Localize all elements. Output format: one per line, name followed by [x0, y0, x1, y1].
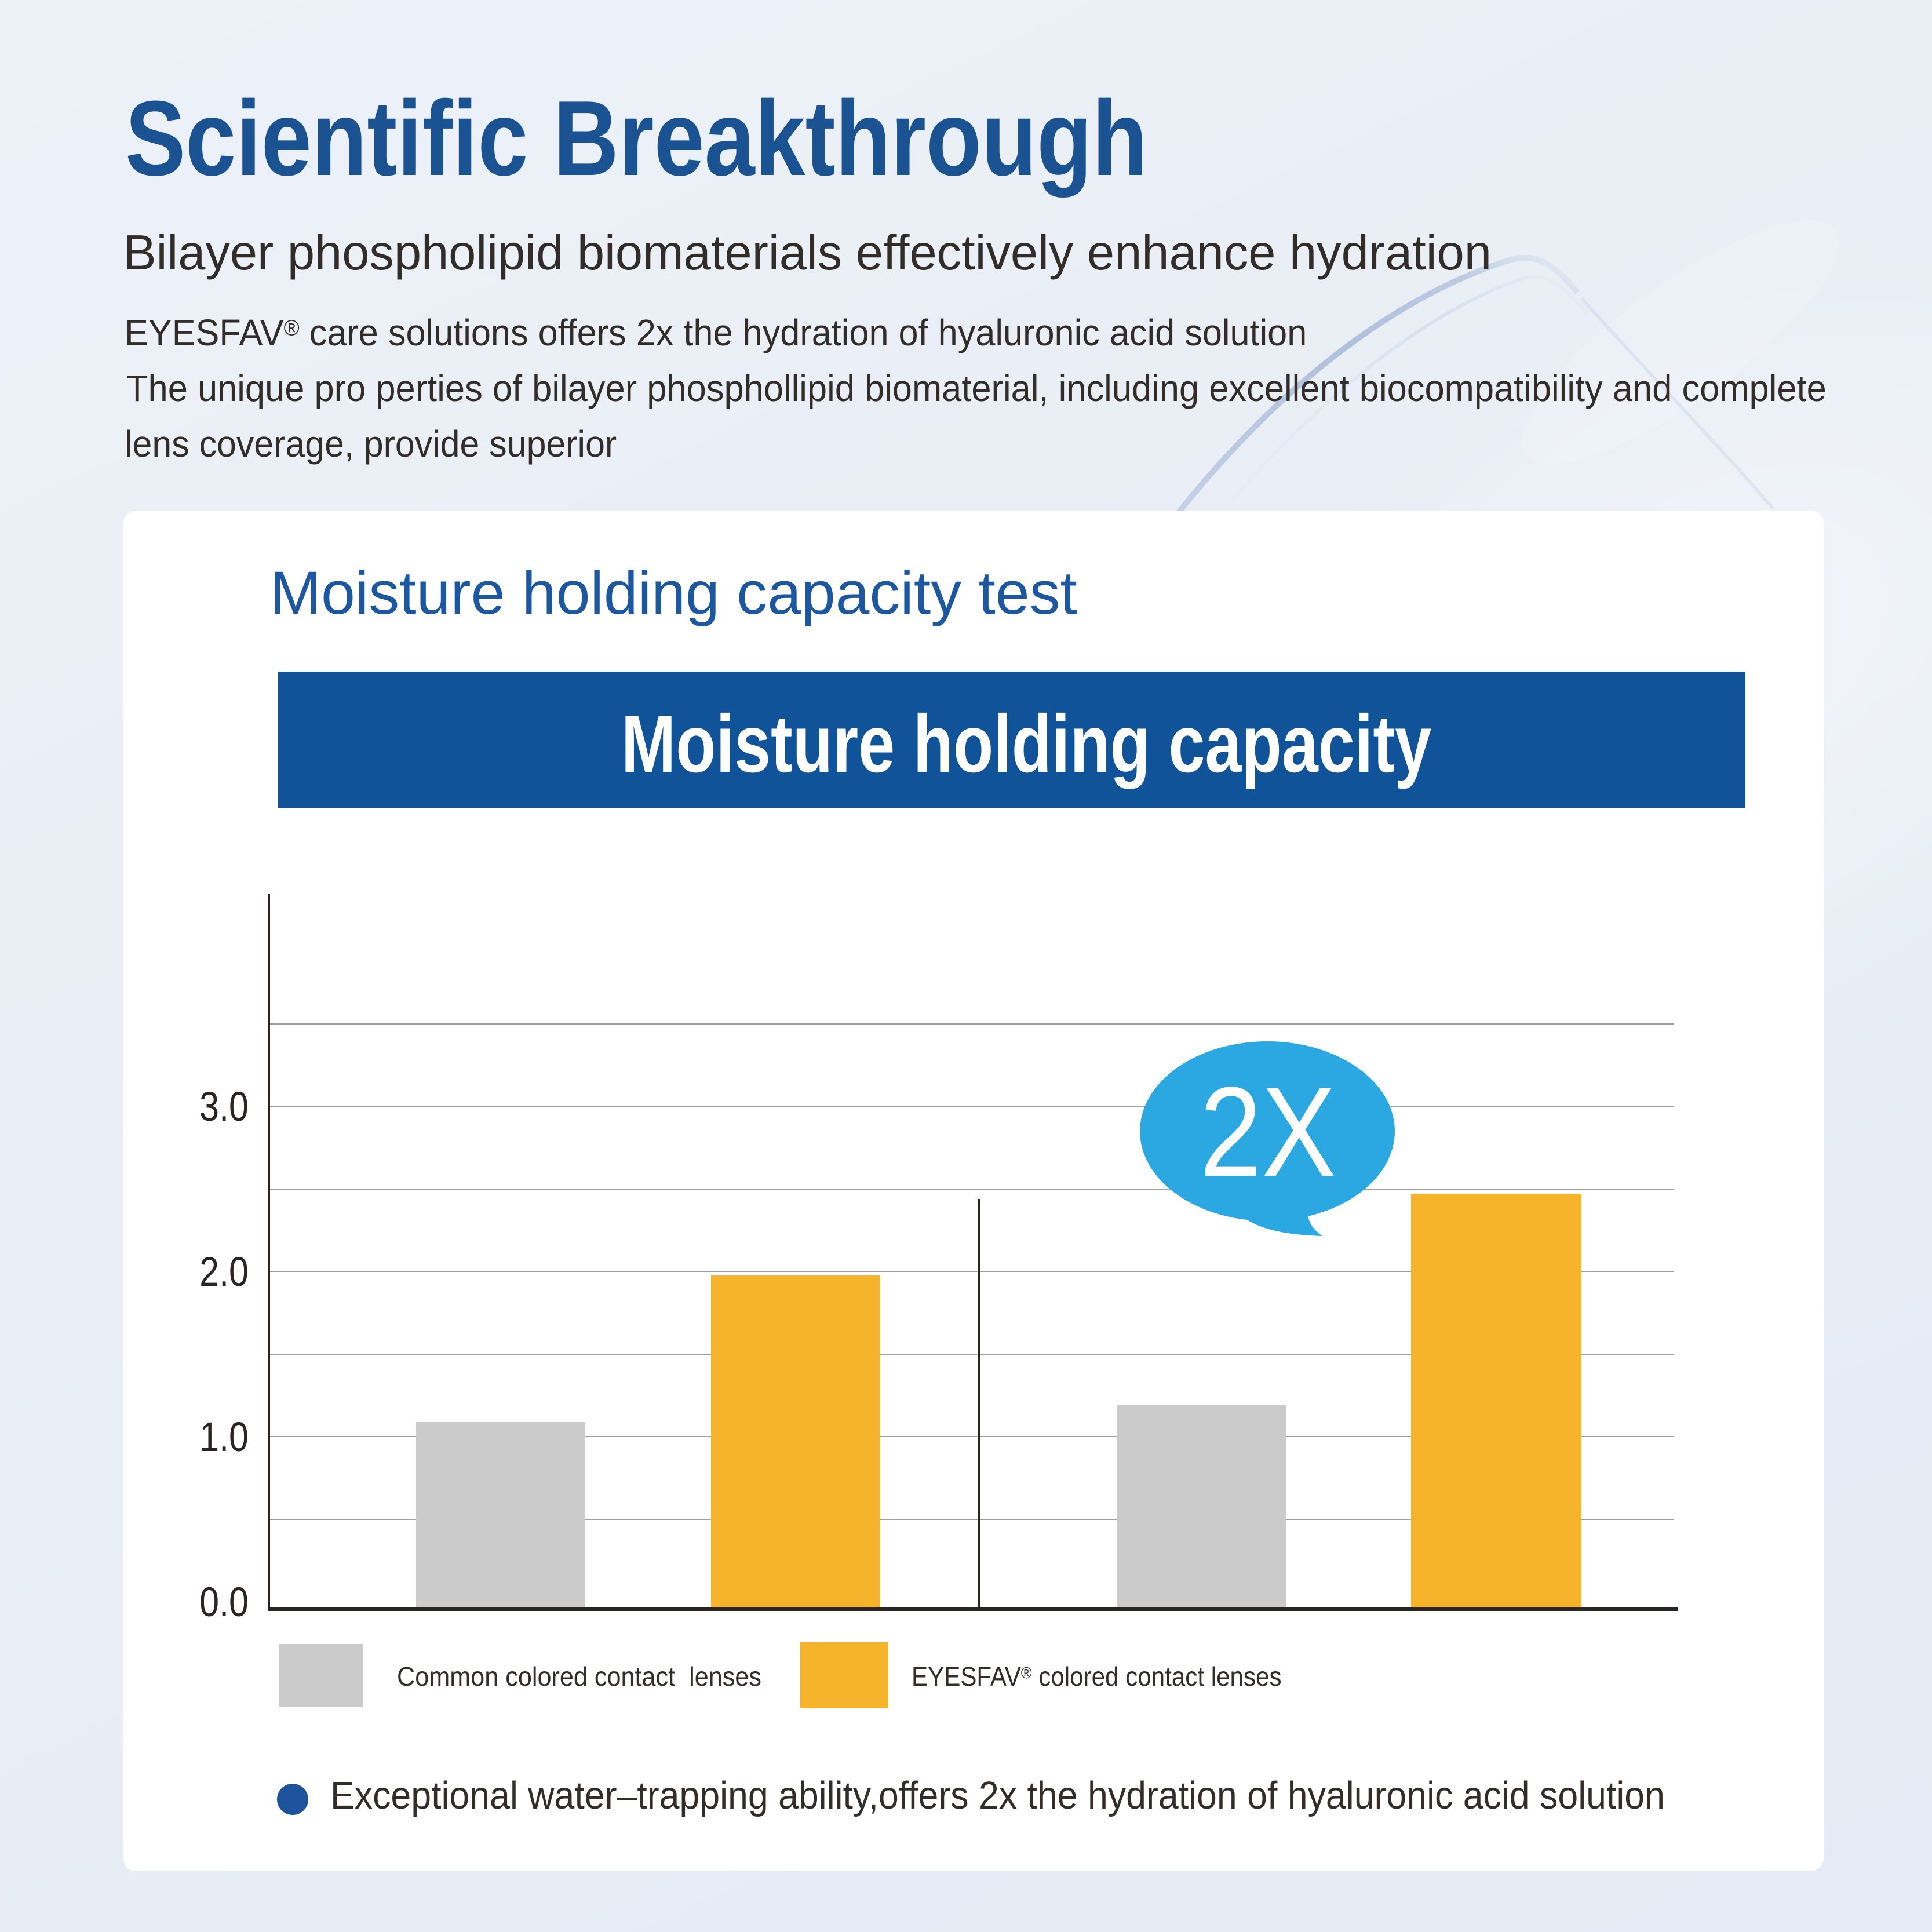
svg-text:2X: 2X — [1200, 1060, 1336, 1203]
